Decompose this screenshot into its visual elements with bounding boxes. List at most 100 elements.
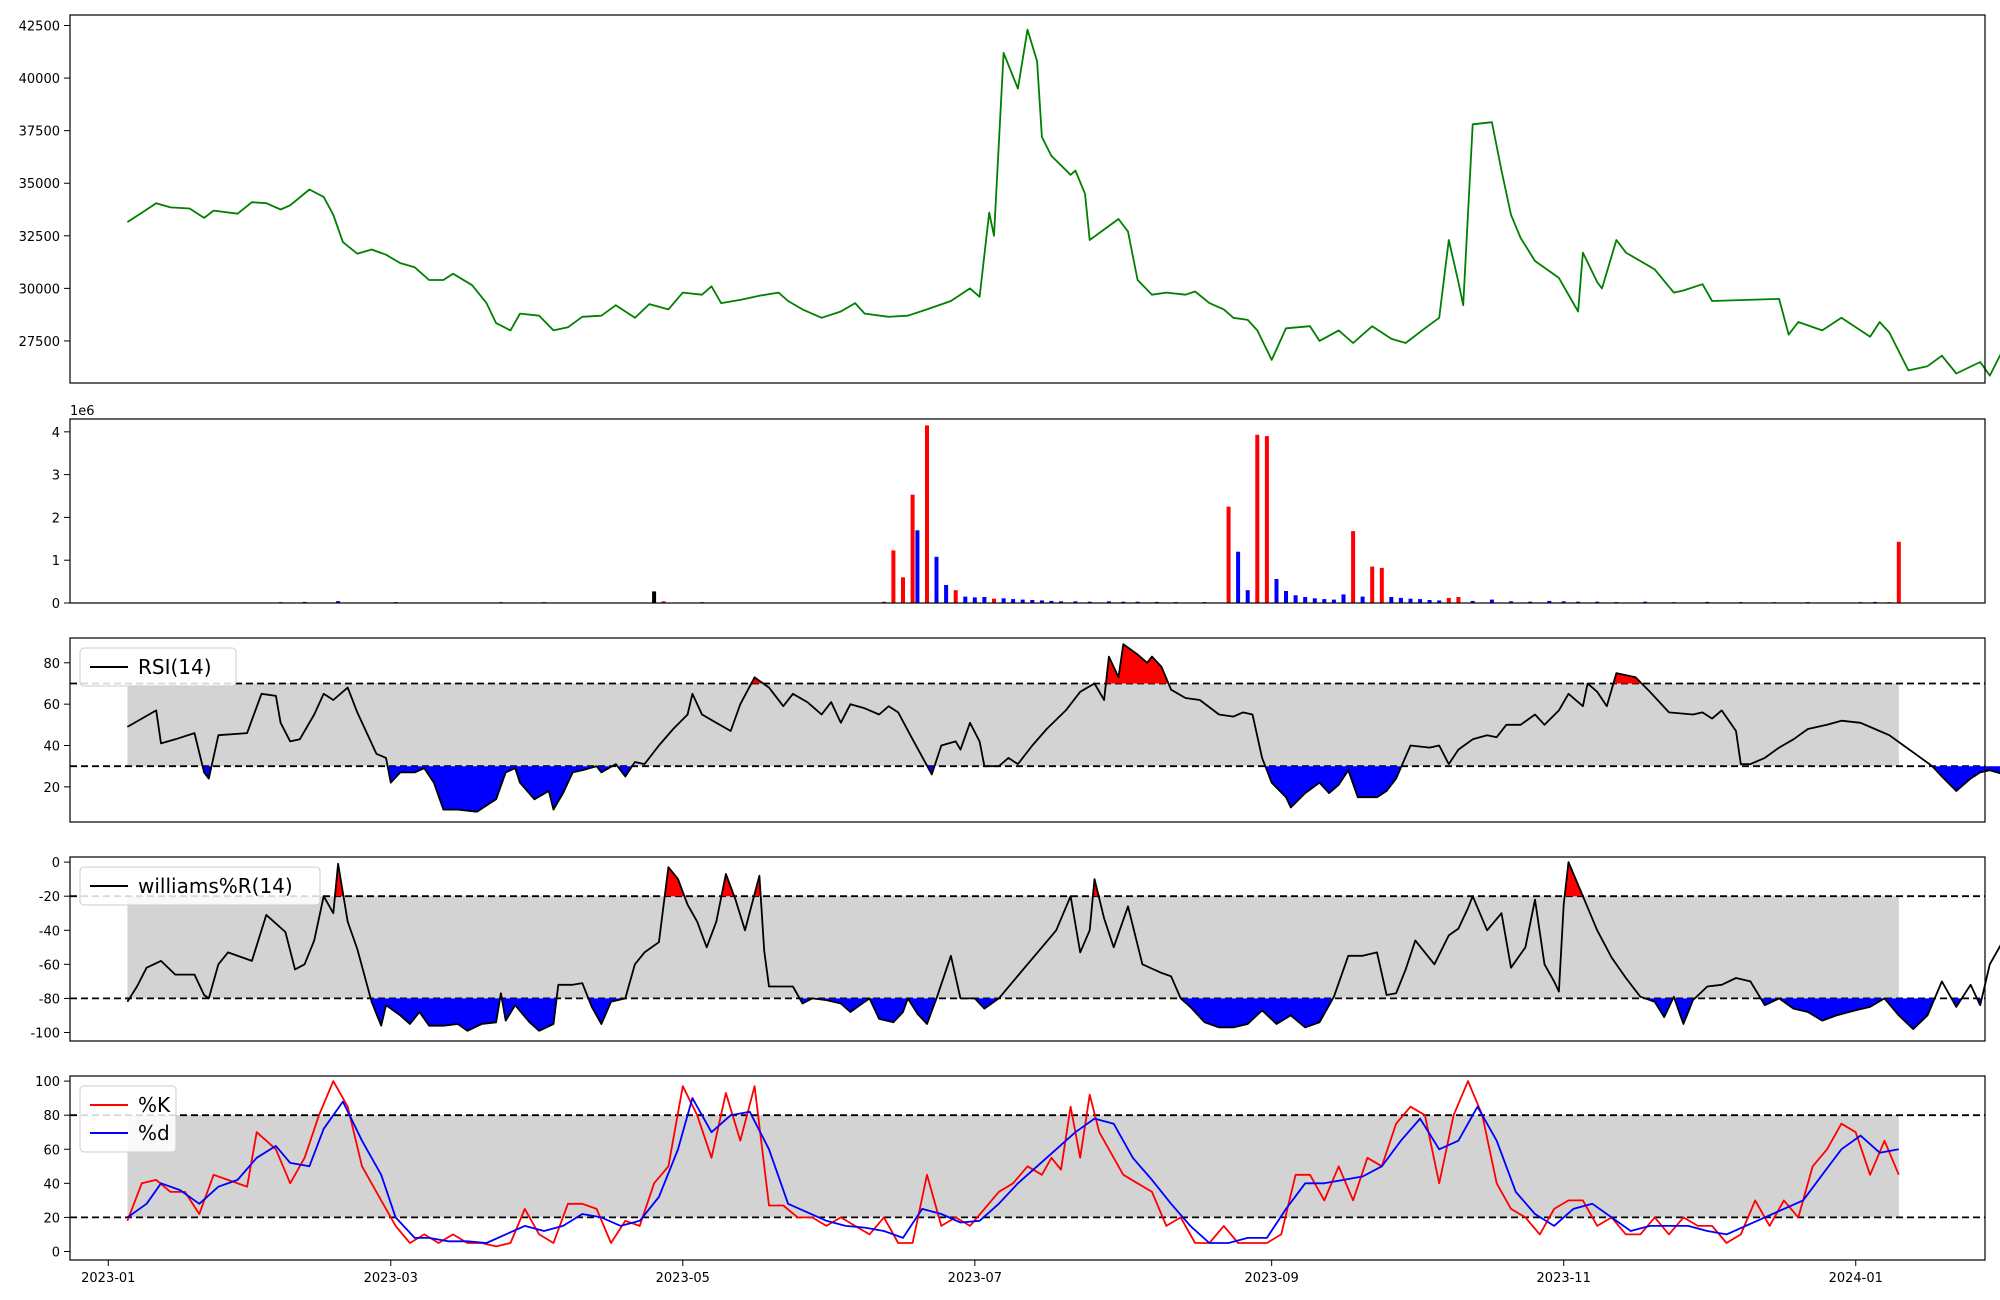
rsi-panel: 20 40 60 80 RSI(14) (43, 637, 2000, 823)
rsi-ytick-label: 80 (43, 657, 60, 672)
x-tick-label: 2023-01 (81, 1271, 135, 1286)
volume-bar (1312, 598, 1317, 603)
williams-ytick-label: -60 (39, 958, 60, 973)
volume-bar (910, 494, 915, 603)
volume-bar (1408, 598, 1413, 603)
williams-oversold-fill (1951, 998, 1962, 1007)
williams-oversold-fill (501, 998, 557, 1031)
rsi-ytick-label: 60 (43, 698, 60, 713)
williams-ytick-label: -100 (30, 1026, 60, 1041)
volume-bar (1446, 597, 1451, 603)
stochastic-ytick-label: 80 (43, 1109, 60, 1124)
williams-overbought-fill (664, 867, 685, 897)
rsi-oversold-fill (387, 766, 613, 812)
volume-bar (1236, 551, 1241, 603)
rsi-legend-box (79, 647, 237, 687)
volume-bar (1303, 597, 1308, 603)
williams-ytick-label: -20 (39, 890, 60, 905)
volume-bar (881, 601, 886, 603)
williams-oversold-fill (1674, 998, 1695, 1024)
volume-bar (1370, 566, 1375, 603)
volume-bar (901, 577, 905, 603)
volume-bar (1059, 601, 1063, 603)
rsi-oversold-fill (617, 766, 633, 777)
volume-ytick-label: 4 (52, 426, 60, 441)
x-tick-label: 2023-07 (948, 1271, 1002, 1286)
volume-bar (934, 556, 939, 603)
price-ytick-label: 42500 (19, 20, 60, 35)
volume-bar (1547, 600, 1552, 603)
stochastic-frame (69, 1075, 1986, 1261)
volume-bar (652, 591, 657, 603)
volume-bar (1418, 599, 1423, 603)
volume-bar (1274, 579, 1279, 603)
volume-bar (1427, 600, 1432, 603)
volume-frame (69, 418, 1986, 604)
volume-bar (1528, 601, 1533, 603)
williams-legend: williams%R(14) (79, 866, 321, 906)
volume-bar (1379, 567, 1384, 603)
volume-bar (1255, 434, 1260, 603)
rsi-ytick-label: 20 (43, 781, 60, 796)
volume-bar (1073, 601, 1078, 603)
williams-ytick-label: 0 (52, 856, 60, 871)
williams-legend-box (79, 866, 321, 906)
volume-bar (1039, 600, 1044, 603)
volume-bar (1360, 596, 1365, 603)
williams-overbought-fill (721, 874, 735, 897)
volume-ytick-label: 1 (52, 554, 60, 569)
volume-bar (992, 598, 996, 603)
williams-legend-label: williams%R(14) (138, 874, 293, 898)
volume-ytick-label: 2 (52, 511, 60, 526)
rsi-frame (69, 637, 1986, 823)
volume-bar (1896, 541, 1901, 603)
rsi-legend: RSI(14) (79, 647, 237, 687)
volume-bar (1489, 599, 1494, 603)
rsi-overbought-fill (1613, 673, 1642, 684)
volume-bar (661, 601, 666, 603)
volume-bar (1020, 599, 1025, 603)
stochastic-line-pct-d (126, 1097, 1899, 1244)
williams-oversold-fill (799, 998, 937, 1024)
x-tick-label: 2023-03 (364, 1271, 418, 1286)
volume-bar (1331, 599, 1336, 603)
volume-bar (1398, 597, 1403, 603)
price-ytick-label: 27500 (19, 335, 60, 350)
x-tick-label: 2023-11 (1537, 1271, 1591, 1286)
volume-bar (1121, 601, 1126, 603)
price-line (126, 28, 2000, 377)
volume-bar (891, 550, 896, 603)
stochastic-panel: 0 20 40 60 80 100 %K %d (35, 1075, 1986, 1261)
volume-bar (1001, 598, 1006, 603)
volume-bar (336, 601, 341, 603)
volume-bar (1226, 506, 1231, 603)
rsi-oversold-fill (1932, 766, 2000, 791)
volume-ytick-label: 3 (52, 469, 60, 484)
williams-ytick-label: -80 (39, 992, 60, 1007)
volume-bar (1437, 600, 1442, 603)
x-tick-label: 2023-09 (1244, 1271, 1298, 1286)
volume-bar (1284, 591, 1288, 603)
shared-x-axis: 2023-01 2023-03 2023-05 2023-07 2023-09 2023-… (81, 1260, 1883, 1286)
rsi-neutral-band (127, 683, 1899, 767)
volume-bar (982, 597, 987, 603)
volume-bar (1030, 600, 1035, 603)
stochastic-ytick-label: 100 (35, 1075, 60, 1090)
stochastic-legend-label: %d (138, 1121, 170, 1145)
stochastic-line-pct-k (126, 1080, 1900, 1248)
williams-r-panel: 0 -20 -40 -60 -80 -100 williams%R(14) (30, 856, 2000, 1042)
williams-line-main (126, 861, 2000, 1032)
volume-bar (1576, 601, 1581, 603)
stochastic-legend: %K %d (79, 1085, 177, 1153)
stochastic-legend-label: %K (138, 1093, 171, 1117)
volume-bar (1106, 601, 1111, 603)
volume-bar (972, 597, 977, 603)
price-ytick-label: 35000 (19, 177, 60, 192)
volume-bar (1389, 597, 1394, 603)
volume-bar (1264, 436, 1269, 603)
volume-bar (1087, 601, 1092, 603)
volume-bar (1049, 600, 1054, 603)
volume-bar (1351, 531, 1356, 603)
volume-bar (1595, 601, 1600, 603)
